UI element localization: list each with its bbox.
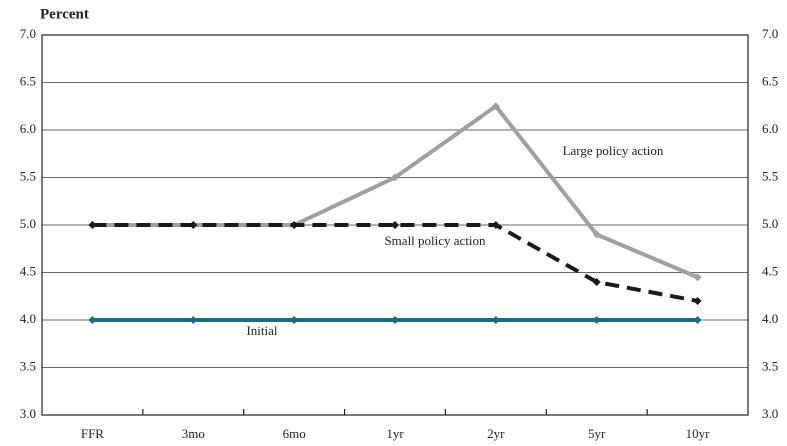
y-tick-label: 5.5 bbox=[20, 168, 36, 183]
y2-tick-label: 5.5 bbox=[762, 168, 778, 183]
point-marker bbox=[88, 316, 97, 324]
series-label: Large policy action bbox=[563, 143, 664, 158]
x-tick-label: FFR bbox=[81, 426, 104, 441]
y-tick-label: 7.0 bbox=[20, 26, 36, 41]
series-label: Initial bbox=[246, 323, 277, 338]
x-tick-label: 2yr bbox=[487, 426, 505, 441]
point-marker bbox=[693, 316, 702, 324]
y2-tick-label: 6.0 bbox=[762, 121, 778, 136]
x-tick-label: 1yr bbox=[386, 426, 404, 441]
x-tick-label: 3mo bbox=[182, 426, 205, 441]
y-tick-label: 5.0 bbox=[20, 216, 36, 231]
point-marker bbox=[391, 316, 399, 324]
point-marker bbox=[391, 173, 399, 182]
x-tick-label: 6mo bbox=[283, 426, 306, 441]
point-marker bbox=[693, 297, 702, 305]
point-marker bbox=[491, 221, 500, 229]
y-tick-label: 3.5 bbox=[20, 358, 36, 373]
y-tick-label: 3.0 bbox=[20, 406, 36, 421]
y-axis-label: Percent bbox=[40, 6, 89, 22]
plot-frame bbox=[41, 34, 749, 416]
y2-tick-label: 5.0 bbox=[762, 216, 778, 231]
y2-tick-label: 3.5 bbox=[762, 358, 778, 373]
x-tick-label: 5yr bbox=[588, 426, 606, 441]
point-marker bbox=[491, 102, 500, 111]
x-tick-label: 10yr bbox=[686, 426, 711, 441]
point-marker bbox=[290, 221, 299, 229]
y2-tick-label: 4.0 bbox=[762, 311, 778, 326]
point-marker bbox=[693, 273, 702, 282]
point-marker bbox=[391, 221, 399, 229]
y-tick-label: 6.5 bbox=[20, 73, 36, 88]
y-tick-label: 4.0 bbox=[20, 311, 36, 326]
point-marker bbox=[88, 221, 97, 229]
point-marker bbox=[592, 278, 601, 286]
y-tick-label: 6.0 bbox=[20, 121, 36, 136]
y2-tick-label: 4.5 bbox=[762, 263, 778, 278]
point-marker bbox=[290, 316, 299, 324]
series-label: Small policy action bbox=[384, 233, 486, 248]
point-marker bbox=[189, 316, 198, 324]
point-marker bbox=[189, 221, 198, 229]
y2-tick-label: 7.0 bbox=[762, 26, 778, 41]
y-tick-label: 4.5 bbox=[20, 263, 36, 278]
y2-tick-label: 3.0 bbox=[762, 406, 778, 421]
y2-tick-label: 6.5 bbox=[762, 73, 778, 88]
point-marker bbox=[491, 316, 500, 324]
series-line bbox=[92, 103, 699, 280]
point-marker bbox=[592, 230, 601, 239]
point-marker bbox=[592, 316, 601, 324]
